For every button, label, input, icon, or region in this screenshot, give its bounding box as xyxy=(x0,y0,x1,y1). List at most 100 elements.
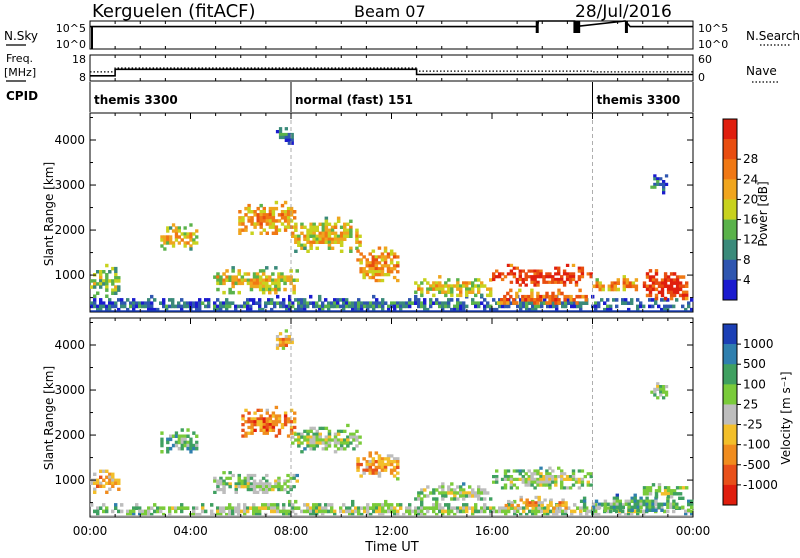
heatmap-cell xyxy=(630,512,634,517)
heatmap-cell xyxy=(615,304,619,309)
heatmap-cell xyxy=(537,304,541,309)
heatmap-cell xyxy=(678,293,683,298)
heatmap-cell xyxy=(597,304,601,309)
heatmap-cell xyxy=(582,301,586,305)
heatmap-cell xyxy=(306,435,310,439)
heatmap-cell xyxy=(318,441,322,445)
heatmap-cell xyxy=(327,243,332,247)
heatmap-cell xyxy=(510,503,514,507)
heatmap-cell xyxy=(234,278,238,282)
heatmap-cell xyxy=(525,501,529,505)
heatmap-cell xyxy=(327,432,332,436)
heatmap-cell xyxy=(444,304,448,309)
heatmap-cell xyxy=(389,468,394,472)
heatmap-cell xyxy=(530,275,534,279)
heatmap-cell xyxy=(374,267,379,271)
heatmap-cell xyxy=(265,425,269,430)
heatmap-cell xyxy=(441,509,445,514)
heatmap-cell xyxy=(192,512,196,517)
heatmap-cell xyxy=(150,506,154,510)
colorbar-swatch xyxy=(723,279,737,301)
heatmap-cell xyxy=(654,281,659,285)
heatmap-cell xyxy=(408,503,412,507)
heatmap-cell xyxy=(99,475,103,479)
heatmap-cell xyxy=(456,485,460,489)
heatmap-cell xyxy=(480,509,484,514)
heatmap-cell xyxy=(521,277,525,282)
heatmap-cell xyxy=(105,279,109,283)
heatmap-cell xyxy=(244,228,248,232)
heatmap-cell xyxy=(225,298,229,302)
heatmap-cell xyxy=(381,503,385,507)
heatmap-cell xyxy=(595,281,599,285)
heatmap-cell xyxy=(545,483,549,487)
heatmap-cell xyxy=(237,281,241,286)
heatmap-cell xyxy=(506,263,511,267)
heatmap-cell xyxy=(405,506,409,510)
heatmap-cell xyxy=(560,277,564,282)
heatmap-cell xyxy=(261,287,266,292)
heatmap-cell xyxy=(522,501,526,505)
heatmap-cell xyxy=(371,460,376,464)
heatmap-cell xyxy=(501,506,505,510)
cpid-segments: themis 3300 normal (fast) 151 themis 3300 xyxy=(94,82,680,112)
heatmap-cell xyxy=(265,431,269,435)
heatmap-cell xyxy=(500,486,505,490)
heatmap-cell xyxy=(465,293,469,298)
heatmap-cell xyxy=(249,482,254,486)
heatmap-cell xyxy=(321,512,325,517)
heatmap-cell xyxy=(288,509,292,514)
heatmap-cell xyxy=(327,222,332,226)
heatmap-cell xyxy=(177,506,181,510)
heatmap-cell xyxy=(651,298,655,302)
x-tick-label: 12:00 xyxy=(374,524,409,538)
heatmap-cell xyxy=(609,502,614,506)
heatmap-cell xyxy=(503,294,507,299)
heatmap-cell xyxy=(450,482,454,486)
heatmap-cell xyxy=(333,237,338,241)
heatmap-cell xyxy=(594,509,598,514)
heatmap-cell xyxy=(598,287,602,292)
heatmap-cell xyxy=(324,447,329,451)
heatmap-cell xyxy=(648,508,652,512)
heatmap-cell xyxy=(189,247,193,251)
heatmap-cell xyxy=(114,478,118,482)
heatmap-cell xyxy=(318,426,322,430)
heatmap-cell xyxy=(246,307,250,312)
heatmap-cell xyxy=(615,505,619,509)
heatmap-cell xyxy=(180,304,184,309)
heatmap-cell xyxy=(495,509,499,514)
heatmap-cell xyxy=(435,281,439,285)
heatmap-cell xyxy=(237,479,241,483)
heatmap-cell xyxy=(392,264,397,268)
heatmap-cell xyxy=(377,270,382,274)
heatmap-cell xyxy=(222,272,226,276)
heatmap-cell xyxy=(681,293,686,298)
heatmap-cell xyxy=(276,294,280,299)
heatmap-cell xyxy=(186,301,190,305)
heatmap-cell xyxy=(507,509,511,514)
heatmap-cell xyxy=(512,272,517,276)
heatmap-cell xyxy=(462,482,466,486)
heatmap-cell xyxy=(244,408,248,412)
heatmap-cell xyxy=(534,506,538,510)
heatmap-cell xyxy=(549,304,553,309)
heatmap-cell xyxy=(377,273,382,277)
heatmap-cell xyxy=(558,509,562,514)
heatmap-cell xyxy=(456,491,460,495)
heatmap-cell xyxy=(380,278,385,283)
heatmap-cell xyxy=(225,307,229,312)
heatmap-cell xyxy=(393,509,397,514)
heatmap-cell xyxy=(183,440,187,445)
heatmap-cell xyxy=(351,301,355,305)
heatmap-cell xyxy=(374,278,379,283)
heatmap-cell xyxy=(330,240,335,244)
heatmap-cell xyxy=(147,304,151,309)
heatmap-cell xyxy=(368,465,372,470)
heatmap-cell xyxy=(377,278,382,283)
heatmap-cell xyxy=(678,492,683,496)
heatmap-cell xyxy=(274,420,279,424)
heatmap-cell xyxy=(586,483,590,487)
heatmap-cell xyxy=(506,298,510,302)
heatmap-cell xyxy=(627,301,631,305)
